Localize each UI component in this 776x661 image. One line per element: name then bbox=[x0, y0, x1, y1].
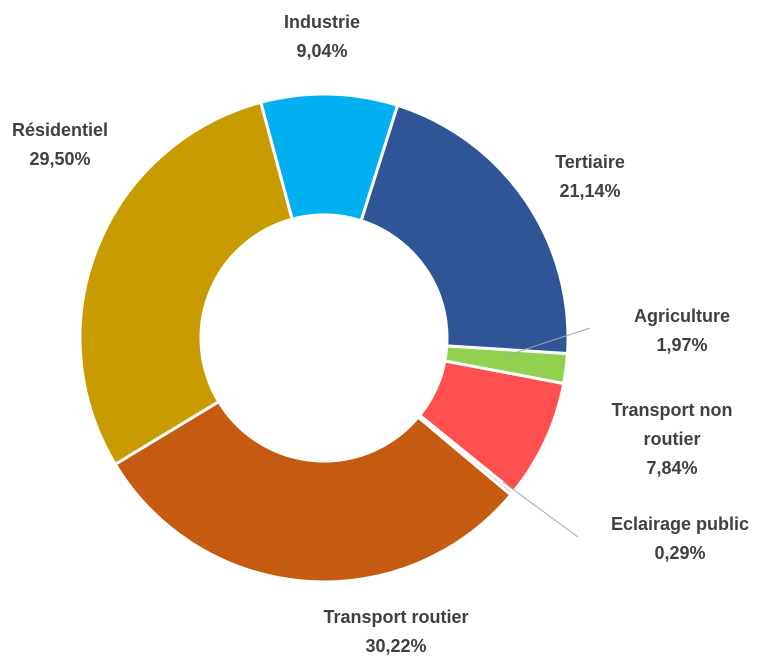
leader-line bbox=[504, 327, 591, 357]
label-name: Transport routier bbox=[323, 607, 469, 627]
donut-segment bbox=[113, 399, 514, 584]
label-value: 1,97% bbox=[656, 335, 708, 355]
label-name: Résidentiel bbox=[11, 120, 109, 140]
data-label: Transport non routier 7,84% bbox=[592, 396, 752, 483]
donut-segment bbox=[359, 103, 570, 356]
donut-segment bbox=[417, 359, 566, 494]
label-name: Industrie bbox=[283, 12, 360, 32]
label-value: 7,84% bbox=[646, 458, 698, 478]
label-name: Transport non routier bbox=[611, 400, 733, 449]
donut-segment bbox=[259, 92, 400, 223]
leader-line bbox=[502, 481, 579, 538]
label-value: 21,14% bbox=[559, 181, 621, 201]
data-label: Industrie 9,04% bbox=[222, 8, 422, 66]
data-label: Agriculture 1,97% bbox=[582, 302, 776, 360]
label-value: 30,22% bbox=[365, 636, 427, 656]
label-value: 0,29% bbox=[654, 543, 706, 563]
data-label: Tertiaire 21,14% bbox=[490, 148, 690, 206]
data-label: Transport routier 30,22% bbox=[266, 603, 526, 661]
data-label: Eclairage public 0,29% bbox=[580, 510, 776, 568]
label-value: 9,04% bbox=[296, 41, 348, 61]
label-name: Eclairage public bbox=[610, 514, 750, 534]
label-name: Tertiaire bbox=[555, 152, 625, 172]
data-label: Résidentiel 29,50% bbox=[0, 116, 160, 174]
donut-segment bbox=[78, 100, 295, 467]
label-name: Agriculture bbox=[633, 306, 730, 326]
label-value: 29,50% bbox=[29, 149, 91, 169]
